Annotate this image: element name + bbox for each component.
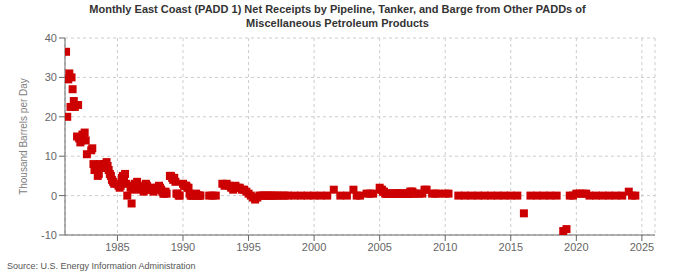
svg-text:0: 0 — [51, 190, 57, 202]
svg-text:1990: 1990 — [171, 241, 195, 253]
svg-text:2005: 2005 — [367, 241, 391, 253]
svg-text:10: 10 — [45, 150, 57, 162]
svg-text:1985: 1985 — [105, 241, 129, 253]
html-text:Miscellaneous Petroleum Produc: Miscellaneous Petroleum Products — [246, 17, 429, 29]
svg-text:2020: 2020 — [564, 241, 588, 253]
svg-text:2025: 2025 — [630, 241, 654, 253]
svg-text:40: 40 — [45, 32, 57, 44]
html-text:Source: U.S. Energy Informatio: Source: U.S. Energy Information Administ… — [7, 261, 196, 271]
svg-text:1995: 1995 — [236, 241, 260, 253]
svg-text:20: 20 — [45, 111, 57, 123]
svg-text:30: 30 — [45, 71, 57, 83]
svg-text:Thousand Barrels per Day: Thousand Barrels per Day — [18, 78, 29, 195]
html-text:Monthly East Coast (PADD 1) Ne: Monthly East Coast (PADD 1) Net Receipts… — [89, 3, 586, 15]
svg-text:2000: 2000 — [302, 241, 326, 253]
svg-text:-10: -10 — [41, 229, 57, 241]
svg-text:2010: 2010 — [433, 241, 457, 253]
svg-text:2015: 2015 — [499, 241, 523, 253]
